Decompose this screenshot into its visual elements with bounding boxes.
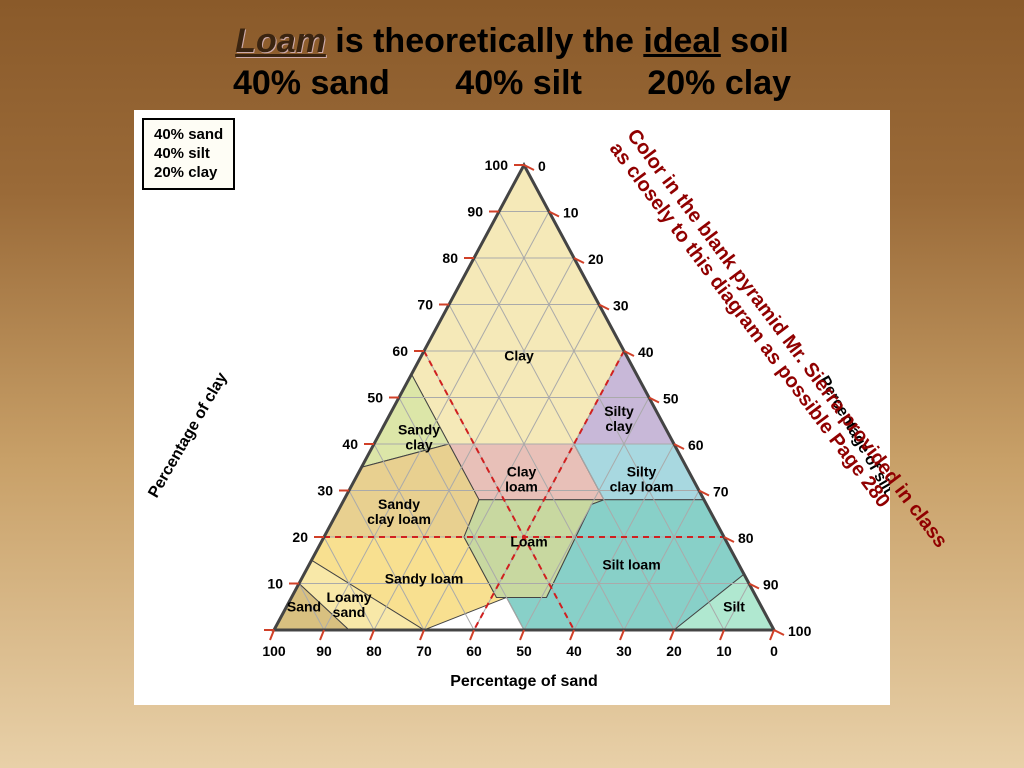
subtitle-sand: 40% sand <box>233 64 390 103</box>
svg-text:Clay: Clay <box>504 347 534 363</box>
legend-box: 40% sand 40% silt 20% clay <box>142 118 235 190</box>
title-rest: is theoretically the <box>326 22 643 60</box>
svg-text:Percentage of clay: Percentage of clay <box>145 370 230 501</box>
legend-l1: 40% sand <box>154 126 223 145</box>
svg-text:Sand: Sand <box>287 598 321 614</box>
svg-text:40: 40 <box>566 643 582 659</box>
svg-text:Siltyclay: Siltyclay <box>604 403 634 434</box>
svg-text:70: 70 <box>416 643 432 659</box>
svg-text:30: 30 <box>613 298 629 314</box>
svg-text:40: 40 <box>638 344 654 360</box>
svg-text:50: 50 <box>663 391 679 407</box>
svg-text:Sandy loam: Sandy loam <box>385 571 464 587</box>
svg-text:Silt: Silt <box>723 598 745 614</box>
svg-text:90: 90 <box>467 204 483 220</box>
svg-text:Loam: Loam <box>510 533 547 549</box>
svg-text:20: 20 <box>292 529 308 545</box>
soil-triangle-svg: 1009080706050403020100102030405060708090… <box>134 110 890 705</box>
svg-text:60: 60 <box>392 343 408 359</box>
svg-text:100: 100 <box>262 643 286 659</box>
svg-text:100: 100 <box>788 623 812 639</box>
svg-text:10: 10 <box>563 205 579 221</box>
subtitle-silt: 40% silt <box>455 64 582 103</box>
svg-text:Clayloam: Clayloam <box>505 464 538 495</box>
slide-subtitle: 40% sand 40% silt 20% clay <box>0 64 1024 103</box>
svg-text:90: 90 <box>316 643 332 659</box>
svg-text:60: 60 <box>466 643 482 659</box>
svg-text:10: 10 <box>267 576 283 592</box>
svg-text:Percentage of sand: Percentage of sand <box>450 673 598 690</box>
svg-text:30: 30 <box>616 643 632 659</box>
svg-text:50: 50 <box>516 643 532 659</box>
title-tail: soil <box>721 22 789 60</box>
svg-text:80: 80 <box>366 643 382 659</box>
title-loam: Loam <box>235 22 326 60</box>
svg-text:70: 70 <box>417 297 433 313</box>
title-ideal: ideal <box>643 22 720 60</box>
svg-text:50: 50 <box>367 390 383 406</box>
svg-text:100: 100 <box>485 157 509 173</box>
slide-bg: Loam is theoretically the ideal soil 40%… <box>0 0 1024 768</box>
svg-text:10: 10 <box>716 643 732 659</box>
svg-text:70: 70 <box>713 484 729 500</box>
svg-text:80: 80 <box>442 250 458 266</box>
svg-text:Silt loam: Silt loam <box>602 557 660 573</box>
legend-l2: 40% silt <box>154 145 223 164</box>
legend-l3: 20% clay <box>154 164 223 183</box>
svg-text:30: 30 <box>317 483 333 499</box>
svg-text:80: 80 <box>738 530 754 546</box>
slide-title: Loam is theoretically the ideal soil <box>0 22 1024 61</box>
svg-text:40: 40 <box>342 436 358 452</box>
svg-text:0: 0 <box>770 643 778 659</box>
svg-text:60: 60 <box>688 437 704 453</box>
svg-text:20: 20 <box>588 251 604 267</box>
svg-text:Loamysand: Loamysand <box>326 589 371 620</box>
svg-text:0: 0 <box>538 158 546 174</box>
subtitle-clay: 20% clay <box>647 64 791 103</box>
svg-text:20: 20 <box>666 643 682 659</box>
soil-triangle-diagram: 1009080706050403020100102030405060708090… <box>134 110 890 705</box>
svg-text:90: 90 <box>763 577 779 593</box>
